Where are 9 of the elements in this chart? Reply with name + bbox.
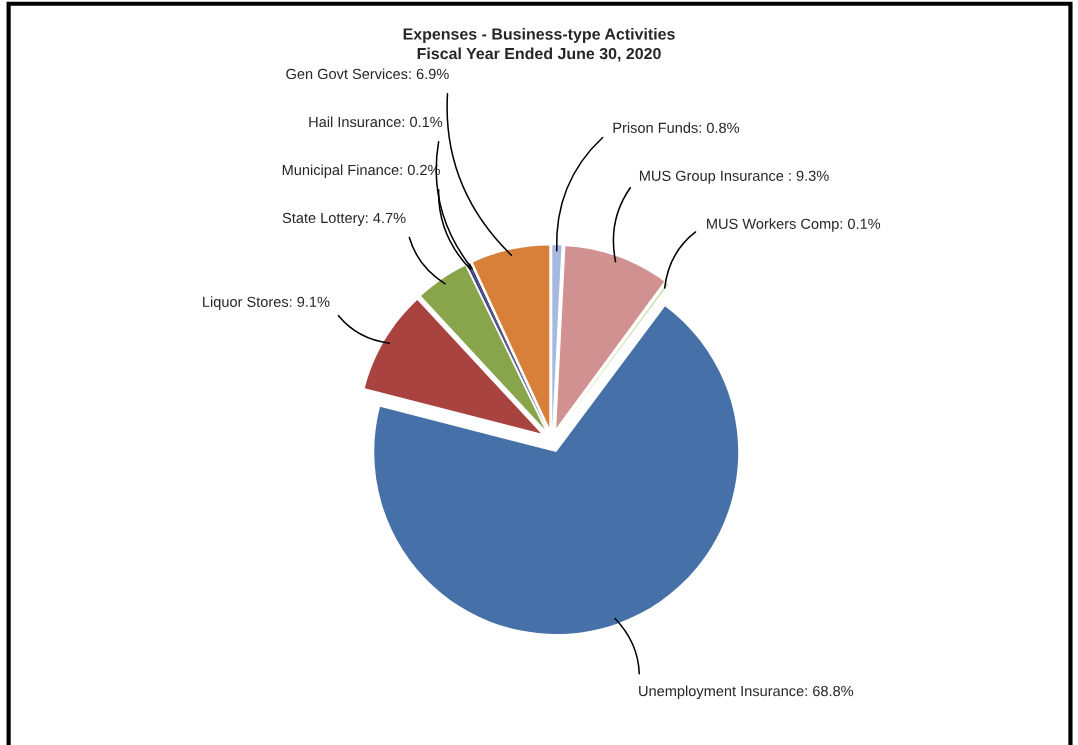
slice-label: Liquor Stores: 9.1%	[203, 296, 330, 310]
slice-label: Hail Insurance: 0.1%	[309, 116, 443, 128]
slice-label: MUS Group Insurance : 9.3%	[639, 170, 829, 184]
slice-label: Unemployment Insurance: 68.8%	[639, 685, 854, 700]
slice-label: Prison Funds: 0.8%	[613, 122, 740, 133]
slice-label: MUS Workers Comp: 0.1%	[707, 218, 881, 232]
chart-title: Expenses - Business-type Activities Fiscal Year Ended June 30, 2020	[403, 28, 675, 62]
slice-label: State Lottery: 4.7%	[282, 212, 406, 226]
slice-label: Gen Govt Services: 6.9%	[286, 68, 449, 80]
